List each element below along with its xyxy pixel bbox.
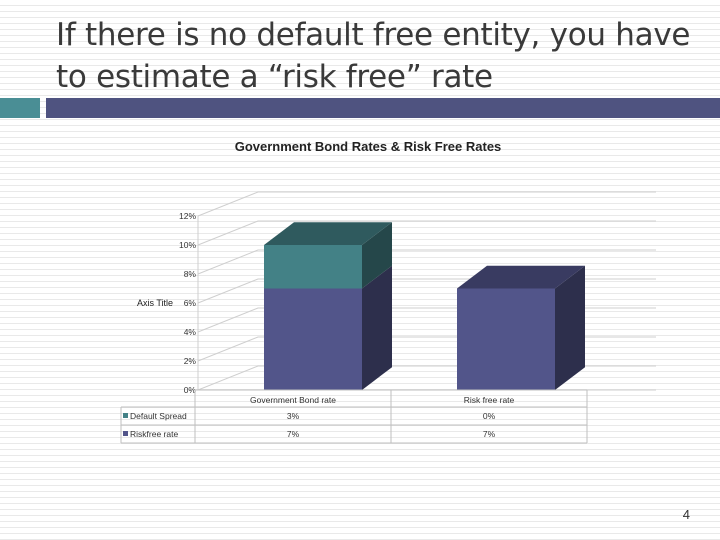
data-label: 3%: [287, 411, 300, 421]
bar-front-face: [264, 288, 362, 390]
gridline: [197, 220, 656, 246]
bar-top-face: [264, 222, 392, 245]
slide-title: If there is no default free entity, you …: [56, 14, 706, 98]
chart-title: Government Bond Rates & Risk Free Rates: [235, 139, 502, 154]
y-tick-label: 4%: [184, 327, 197, 337]
bar-side-face: [362, 265, 392, 390]
legend-entry: Default Spread: [130, 411, 187, 421]
bar-front-face: [457, 288, 555, 390]
y-tick-label: 12%: [179, 211, 196, 221]
bar-segment: [264, 222, 392, 289]
category-label: Government Bond rate: [250, 395, 336, 405]
bar-side-face: [362, 222, 392, 289]
legend-swatch: [123, 413, 128, 418]
gridline: [197, 249, 656, 275]
legend-swatch: [123, 431, 128, 436]
data-label: 7%: [287, 429, 300, 439]
accent-bar-left: [0, 98, 40, 118]
legend-entry: Riskfree rate: [130, 429, 178, 439]
y-tick-label: 8%: [184, 269, 197, 279]
bar-front-face: [264, 245, 362, 289]
bar-segment: [264, 265, 392, 390]
y-tick-label: 10%: [179, 240, 196, 250]
y-tick-label: 0%: [184, 385, 197, 395]
slide-title-line-1: If there is no default free entity, you …: [56, 17, 691, 53]
bar-segment: [457, 265, 585, 390]
gridline: [197, 191, 656, 217]
page-number: 4: [682, 507, 690, 522]
category-label: Risk free rate: [464, 395, 515, 405]
chart-bars: [264, 222, 585, 390]
data-label: 0%: [483, 411, 496, 421]
y-tick-labels: 0% 2% 4% 6% 8% 10% 12%: [179, 211, 196, 395]
accent-bar-right: [46, 98, 720, 118]
bar-side-face: [555, 265, 585, 390]
y-axis-title: Axis Title: [137, 298, 173, 308]
bar-top-face: [457, 265, 585, 289]
y-tick-label: 6%: [184, 298, 197, 308]
chart-data-table: Government Bond rate Risk free rate Defaul…: [120, 389, 588, 444]
slide-title-line-2: to estimate a “risk free” rate: [56, 59, 493, 95]
data-label: 7%: [483, 429, 496, 439]
y-tick-label: 2%: [184, 356, 197, 366]
